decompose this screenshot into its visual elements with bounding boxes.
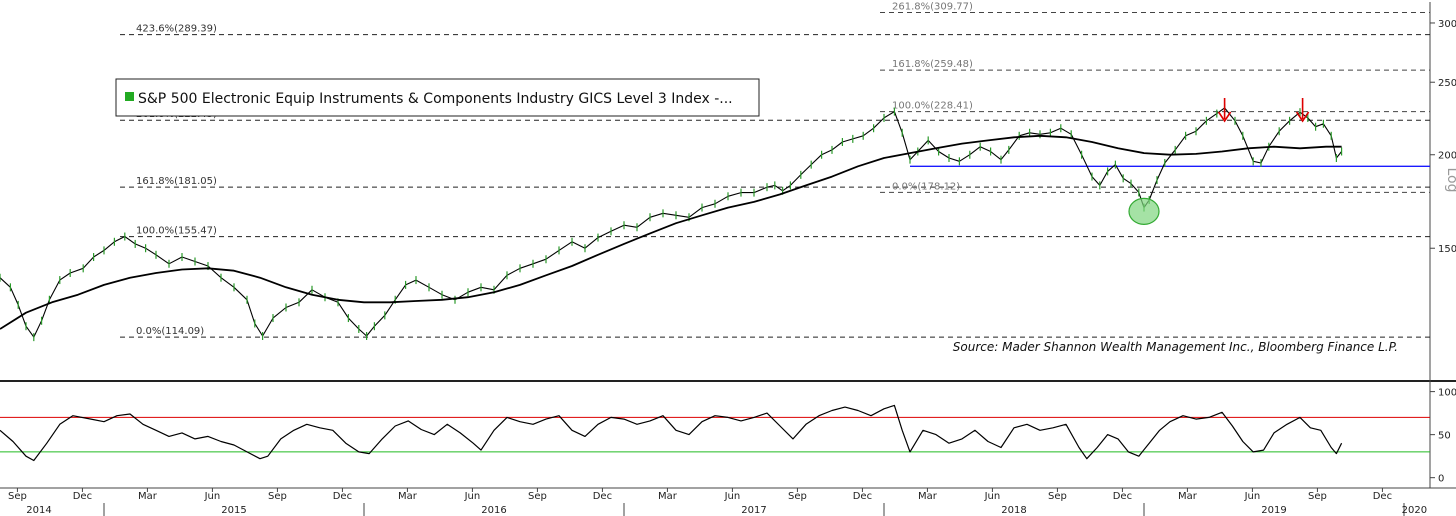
green-circle-highlight xyxy=(1128,197,1160,226)
source-note: Source: Mader Shannon Wealth Management … xyxy=(953,340,1398,354)
fib-label-right: 0.0%(178.12) xyxy=(892,181,960,192)
month-tick-label: Sep xyxy=(8,491,27,502)
fib-label-right: 100.0%(228.41) xyxy=(892,101,973,112)
year-label: 2016 xyxy=(481,505,506,516)
month-tick-label: Sep xyxy=(268,491,287,502)
month-tick-label: Mar xyxy=(138,491,158,502)
year-label: 2019 xyxy=(1261,505,1286,516)
year-label: 2014 xyxy=(26,505,51,516)
rsi-series-line xyxy=(0,404,1343,462)
month-tick-label: Mar xyxy=(918,491,938,502)
price-y-axis: 150 200 250 300 xyxy=(1430,19,1456,255)
price-panel-background xyxy=(0,2,1430,380)
moving-average-line xyxy=(0,134,1342,330)
fib-label-left: 0.0%(114.09) xyxy=(136,326,204,337)
log-scale-label: Log xyxy=(1444,167,1456,192)
month-tick-label: Sep xyxy=(528,491,547,502)
month-tick-label: Sep xyxy=(1308,491,1327,502)
red-down-arrowhead xyxy=(1295,111,1310,123)
fib-label-right: 161.8%(259.48) xyxy=(892,59,973,70)
rsi-y-tick-label: 0 xyxy=(1438,474,1444,485)
rsi-panel xyxy=(0,404,1430,462)
month-tick-label: Dec xyxy=(593,491,612,502)
month-tick-label: Jun xyxy=(724,491,741,502)
month-tick-label: Mar xyxy=(398,491,418,502)
fib-levels-right: 261.8%(309.77) 161.8%(259.48) 100.0%(228.4… xyxy=(880,2,1430,193)
legend-label: S&P 500 Electronic Equip Instruments & C… xyxy=(138,91,733,107)
price-series-line xyxy=(0,107,1343,338)
month-tick-label: Jun xyxy=(984,491,1001,502)
annotation-group xyxy=(1128,98,1310,226)
fib-label-left: 423.6%(289.39) xyxy=(136,24,217,35)
fib-label-left: 161.8%(181.05) xyxy=(136,176,217,187)
price-y-tick-label: 200 xyxy=(1438,151,1456,162)
price-y-tick-label: 250 xyxy=(1438,78,1456,89)
year-label: 2017 xyxy=(741,505,766,516)
legend: S&P 500 Electronic Equip Instruments & C… xyxy=(115,78,760,117)
month-tick-label: Jun xyxy=(464,491,481,502)
legend-swatch xyxy=(125,92,134,101)
fib-label-right: 261.8%(309.77) xyxy=(892,2,973,13)
fib-label-left: 100.0%(155.47) xyxy=(136,226,217,237)
month-tick-label: Dec xyxy=(73,491,92,502)
rsi-y-tick-label: 100 xyxy=(1438,388,1456,399)
time-axis: Sep Dec Mar Jun Sep Dec Mar Jun Sep Dec Mar Jun Sep D… xyxy=(8,488,1427,516)
month-tick-label: Jun xyxy=(204,491,221,502)
legend-box xyxy=(115,78,760,117)
month-tick-label: Dec xyxy=(1113,491,1132,502)
price-y-tick-label: 300 xyxy=(1438,19,1456,30)
fib-levels-left: 423.6%(289.39)261.8%(222.43)161.8%(181.0… xyxy=(120,24,1430,338)
month-tick-label: Dec xyxy=(333,491,352,502)
month-tick-label: Sep xyxy=(1048,491,1067,502)
year-label: 2018 xyxy=(1001,505,1026,516)
month-tick-label: Mar xyxy=(658,491,678,502)
year-label: 2015 xyxy=(221,505,246,516)
red-down-arrowhead xyxy=(1217,111,1232,123)
rsi-y-tick-label: 50 xyxy=(1438,431,1451,442)
price-series-group xyxy=(0,103,1343,342)
rsi-y-axis: 0 50 100 xyxy=(1430,388,1456,485)
month-tick-label: Jun xyxy=(1244,491,1261,502)
price-y-tick-label: 150 xyxy=(1438,244,1456,255)
year-label: 2020 xyxy=(1402,505,1427,516)
month-tick-label: Mar xyxy=(1178,491,1198,502)
month-tick-label: Dec xyxy=(1373,491,1392,502)
month-tick-label: Sep xyxy=(788,491,807,502)
month-tick-label: Dec xyxy=(853,491,872,502)
